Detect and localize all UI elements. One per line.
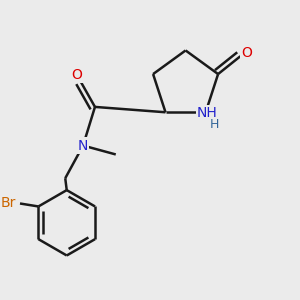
Text: N: N — [78, 139, 88, 152]
Text: O: O — [72, 68, 83, 82]
Text: O: O — [242, 46, 252, 60]
Text: Br: Br — [0, 196, 16, 211]
Text: NH: NH — [197, 106, 218, 121]
Text: H: H — [209, 118, 219, 131]
